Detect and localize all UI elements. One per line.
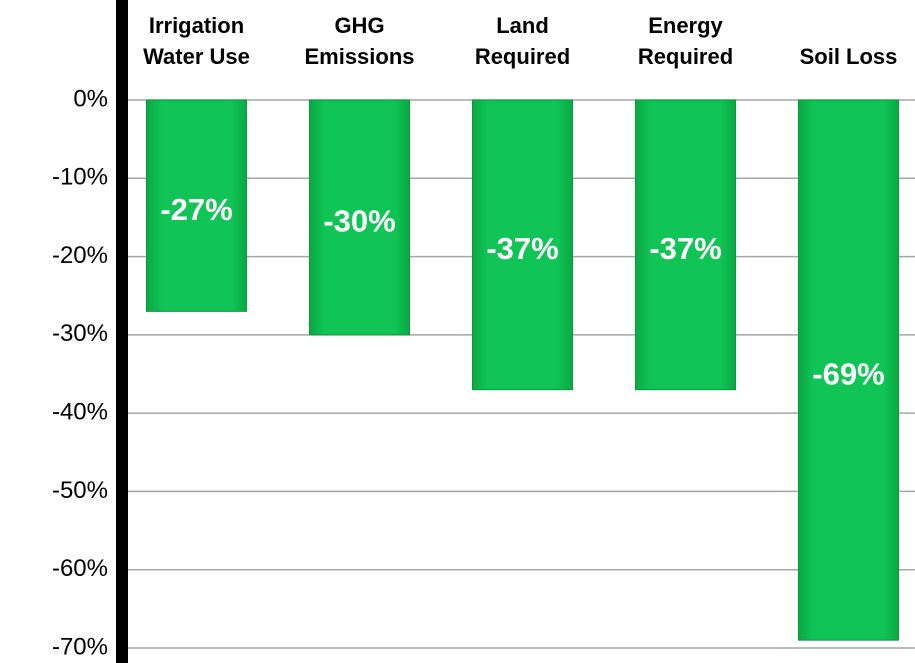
- y-tick-label: -40%: [52, 398, 108, 425]
- x-tick-label: Energy Required: [637, 13, 734, 69]
- value-label: -37%: [486, 231, 558, 266]
- value-label: -69%: [812, 356, 884, 391]
- x-tick-label: Soil Loss: [799, 44, 898, 69]
- x-tick-label: Irrigation Water Use: [143, 13, 250, 69]
- x-tick-label: Land Required: [474, 13, 571, 69]
- y-tick-label: -10%: [52, 164, 108, 191]
- value-label: -30%: [323, 204, 395, 239]
- y-tick-label: -50%: [52, 477, 108, 504]
- y-tick-label: -20%: [52, 242, 108, 269]
- bar: [635, 99, 736, 391]
- value-label: -27%: [160, 192, 232, 227]
- y-tick-label: -70%: [52, 633, 108, 660]
- y-axis-bar: [116, 0, 128, 663]
- bar: [472, 99, 573, 391]
- y-tick-label: -60%: [52, 555, 108, 582]
- y-tick-label: 0%: [73, 85, 108, 112]
- bar: [309, 99, 410, 336]
- x-tick-label: GHG Emissions: [304, 13, 415, 69]
- value-label: -37%: [649, 231, 721, 266]
- bar: [798, 99, 899, 641]
- y-tick-label: -30%: [52, 320, 108, 347]
- bar: [146, 99, 247, 312]
